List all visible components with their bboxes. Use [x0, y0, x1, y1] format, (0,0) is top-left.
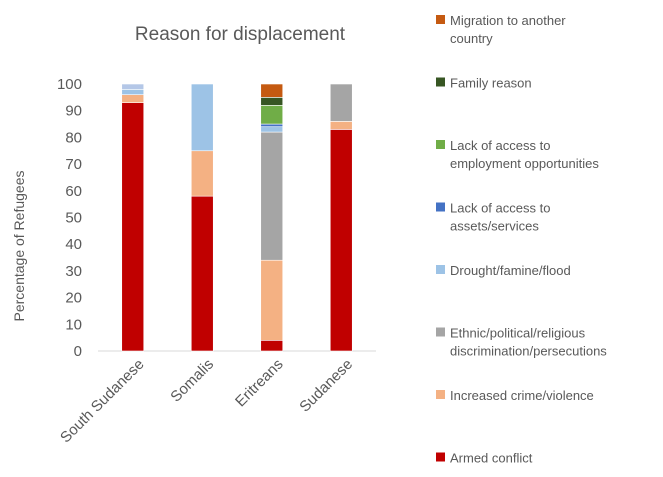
y-axis-label: Percentage of Refugees: [11, 171, 27, 322]
bar-segment-somalis-drought-famine-flood: [190, 83, 214, 152]
legend-label-armed-conflict: Armed conflict: [450, 451, 533, 466]
y-tick-label-70: 70: [65, 156, 82, 173]
bar-segment-eritreans-family-reason: [260, 97, 284, 106]
legend-swatch-drought-famine-flood: [436, 265, 445, 274]
x-tick-label-south-sudanese: South Sudanese: [57, 356, 147, 446]
legend-swatch-increased-crime-violence: [436, 390, 445, 399]
legend-label-drought-famine-flood: Drought/famine/flood: [450, 263, 571, 278]
bar-segment-eritreans-armed-conflict: [260, 340, 284, 352]
x-tick-label-eritreans: Eritreans: [232, 356, 286, 410]
x-axis-ticks: South Sudanese Somalis Eritreans Sudanese: [57, 356, 356, 446]
bars-group: [121, 83, 353, 352]
legend-label-lack-of-access-to-assets-services: Lack of access to assets/services: [450, 201, 550, 234]
bar-segment-eritreans-migration-to-another-country: [260, 83, 284, 98]
bar-segment-south-sudanese-drought-famine-flood: [121, 89, 145, 95]
legend-label-family-reason: Family reason: [450, 76, 532, 91]
bar-segment-eritreans-ethnic-political-religious-discrimination-persecutions: [260, 131, 284, 261]
y-tick-label-80: 80: [65, 129, 82, 146]
y-tick-label-50: 50: [65, 210, 82, 227]
y-tick-label-0: 0: [74, 343, 82, 360]
bar-segment-south-sudanese-increased-crime-violence: [121, 94, 145, 103]
y-tick-label-10: 10: [65, 316, 82, 333]
bar-segment-eritreans-lack-of-access-to-employment-opportunities: [260, 105, 284, 125]
legend-swatch-lack-of-access-to-employment-opportunities: [436, 140, 445, 149]
legend-swatch-migration-to-another-country: [436, 15, 445, 24]
legend-swatch-lack-of-access-to-assets-services: [436, 202, 445, 212]
legend: Migration to another country Family reason…: [436, 13, 607, 466]
y-tick-label-30: 30: [65, 263, 82, 280]
legend-label-increased-crime-violence: Increased crime/violence: [450, 388, 594, 403]
legend-swatch-ethnic-political-religious-discrimination-persecutions: [436, 327, 445, 337]
y-axis-ticks: 0 10 20 30 40 50 60 70 80 90 100: [57, 76, 82, 360]
x-tick-label-sudanese: Sudanese: [296, 356, 356, 416]
bar-segment-south-sudanese-other: [121, 83, 145, 90]
bar-segment-sudanese-increased-crime-violence: [329, 121, 353, 130]
bar-segment-eritreans-lack-of-access-to-assets-services: [260, 123, 284, 128]
chart-title: Reason for displacement: [135, 24, 346, 45]
bar-segment-eritreans-increased-crime-violence: [260, 259, 284, 341]
y-tick-label-100: 100: [57, 76, 82, 93]
legend-label-ethnic-political-religious-discrimination-persecutions: Ethnic/political/religious discrimination…: [450, 326, 607, 359]
legend-label-lack-of-access-to-employment-opportunities: Lack of access to employment opportunitie…: [450, 138, 599, 171]
y-tick-label-40: 40: [65, 236, 82, 253]
legend-label-migration-to-another-country: Migration to another country: [450, 13, 566, 46]
bar-segment-sudanese-armed-conflict: [329, 129, 353, 352]
x-tick-label-somalis: Somalis: [167, 356, 217, 406]
bar-segment-somalis-armed-conflict: [190, 195, 214, 352]
legend-swatch-armed-conflict: [436, 452, 445, 462]
legend-swatch-family-reason: [436, 77, 445, 87]
bar-segment-south-sudanese-armed-conflict: [121, 102, 145, 352]
bar-segment-somalis-increased-crime-violence: [190, 150, 214, 197]
y-tick-label-90: 90: [65, 103, 82, 120]
y-tick-label-20: 20: [65, 290, 82, 307]
y-tick-label-60: 60: [65, 183, 82, 200]
bar-segment-eritreans-drought-famine-flood: [260, 126, 284, 133]
bar-segment-sudanese-ethnic-political-religious-discrimination-persecutions: [329, 83, 353, 122]
